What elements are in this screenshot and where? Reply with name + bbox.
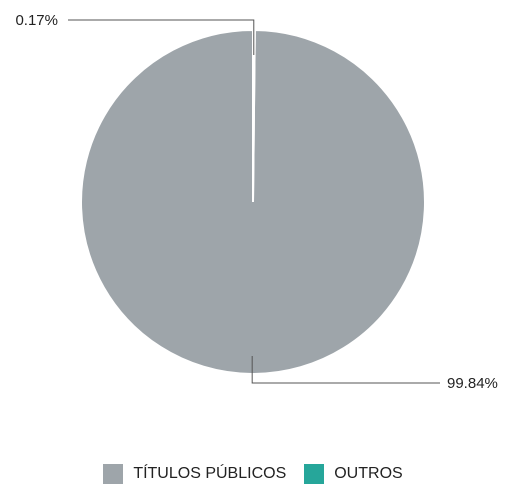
data-label-outros: 0.17% [15, 12, 58, 29]
legend-label-outros: OUTROS [334, 465, 403, 482]
legend-label-titulos-publicos: TÍTULOS PÚBLICOS [133, 465, 287, 482]
legend-item-titulos-publicos: TÍTULOS PÚBLICOS [103, 464, 286, 484]
legend-item-outros: OUTROS [304, 464, 403, 484]
legend: TÍTULOS PÚBLICOS OUTROS [0, 463, 506, 485]
leader-line-outros [68, 19, 255, 56]
leader-line-titulos-publicos [251, 355, 440, 384]
legend-swatch-outros [304, 464, 325, 484]
legend-swatch-titulos-publicos [103, 464, 124, 484]
data-label-titulos-publicos: 99.84% [447, 375, 498, 392]
